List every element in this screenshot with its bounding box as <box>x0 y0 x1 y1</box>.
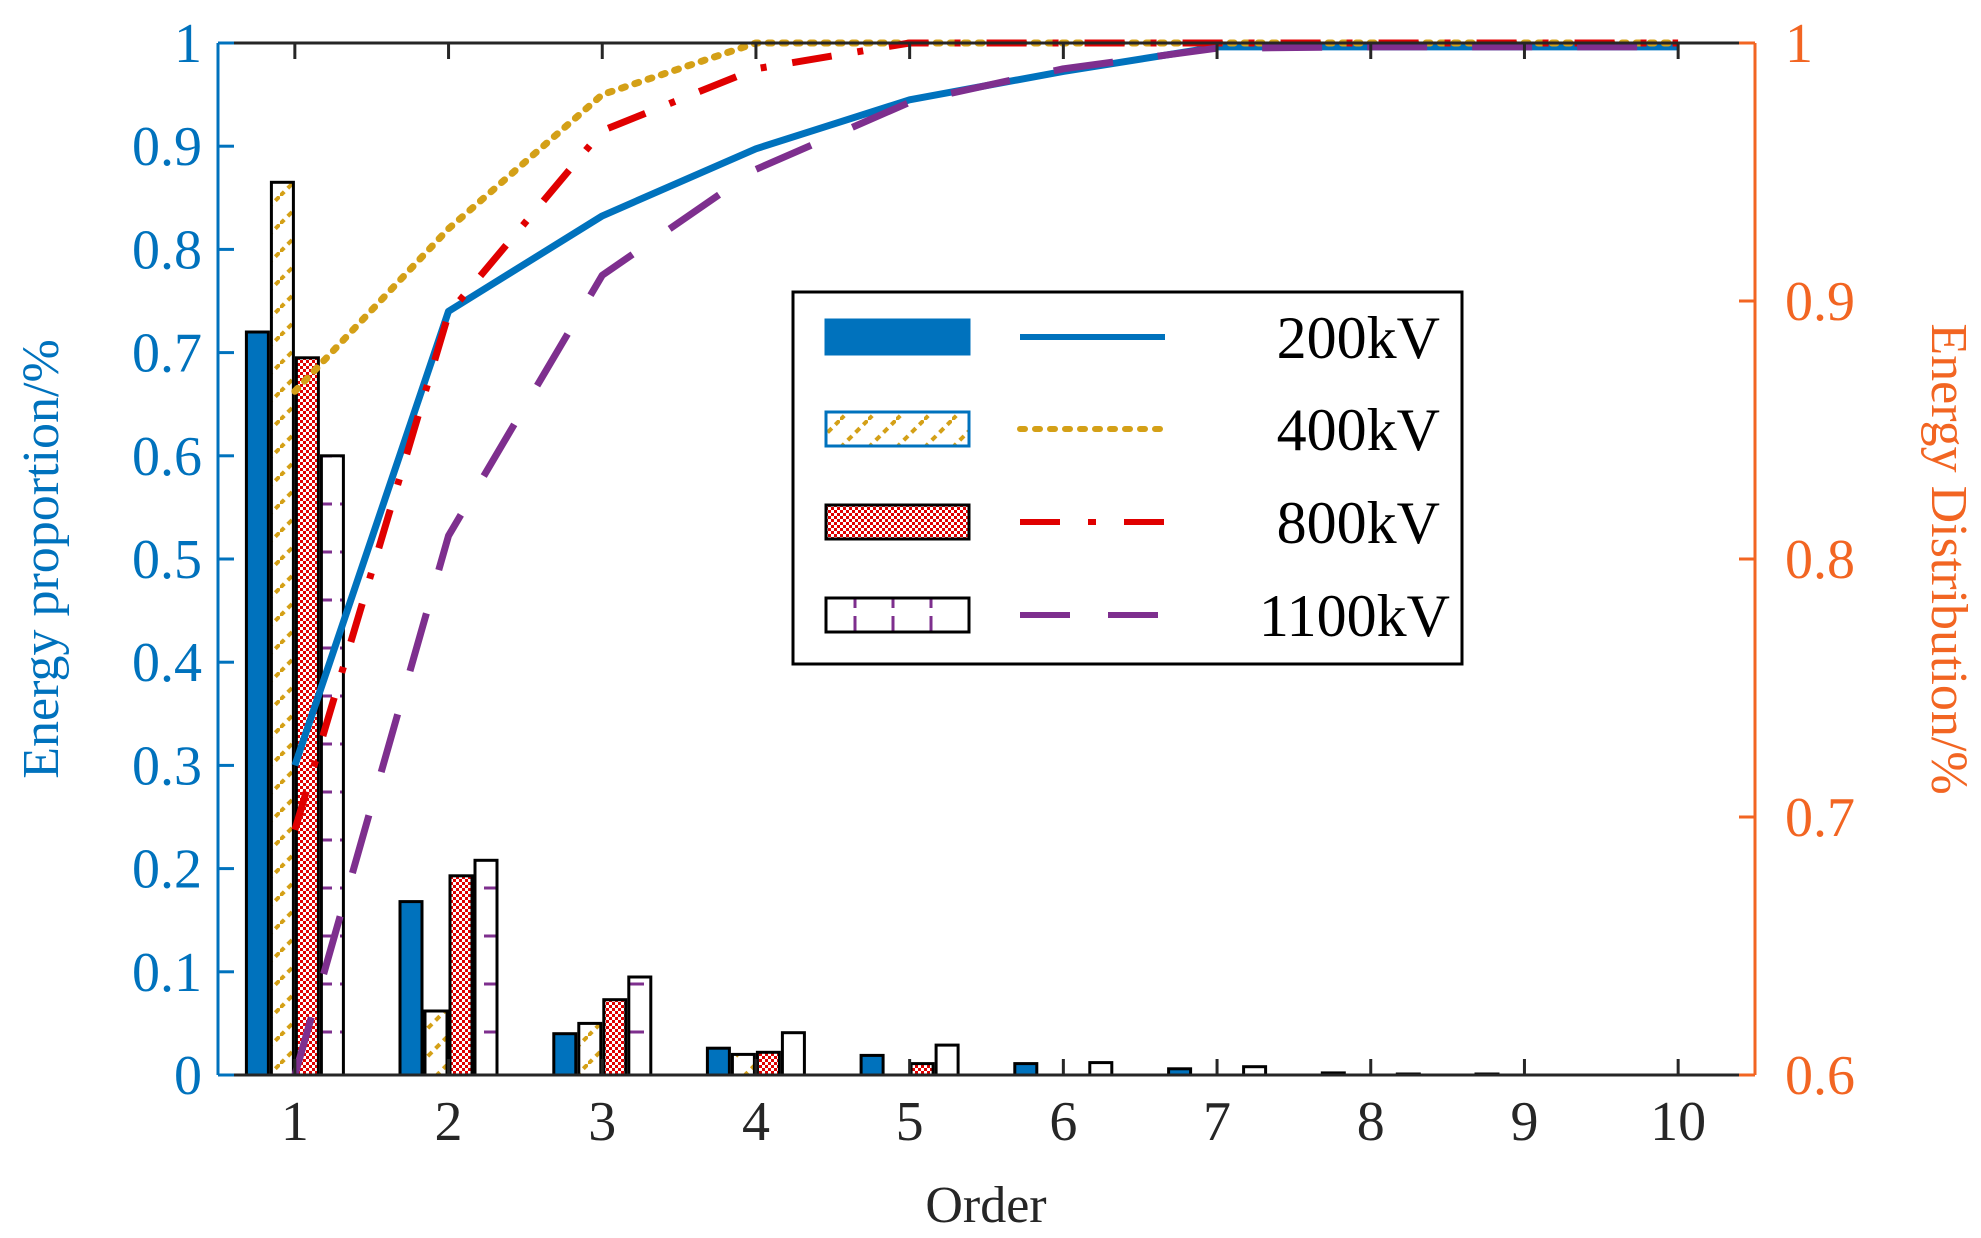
legend-label-800kv: 800kV <box>1277 490 1440 556</box>
bar-800kv-order-5 <box>909 1062 935 1077</box>
line-1100kv <box>291 43 1679 1076</box>
x-tick-label: 10 <box>1650 1091 1706 1153</box>
bar-400kv-order-3 <box>577 1021 603 1077</box>
y-left-tick-label: 0.4 <box>132 632 202 694</box>
x-tick-label: 8 <box>1357 1091 1385 1153</box>
x-tick-label: 9 <box>1510 1091 1538 1153</box>
legend-label-1100kv: 1100kV <box>1259 583 1450 649</box>
legend-label-400kv: 400kV <box>1277 397 1440 463</box>
y-left-tick-label: 0.6 <box>132 426 202 488</box>
bar-layer <box>244 180 1500 1077</box>
legend-label-200kv: 200kV <box>1277 305 1440 371</box>
bar-400kv-order-2 <box>423 1009 449 1077</box>
bar-200kv-order-2 <box>398 900 424 1077</box>
legend-swatch-200kv-bar <box>824 318 971 356</box>
y-right-tick-label: 0.7 <box>1785 787 1855 849</box>
y-left-tick-label: 0.9 <box>132 116 202 178</box>
bar-400kv-order-4 <box>730 1052 756 1077</box>
x-axis-title: Order <box>925 1177 1046 1234</box>
y-right-tick-label: 1 <box>1785 13 1813 75</box>
tick-layer: 0 0.1 0.2 0.3 0.4 0.5 0.6 0.7 0.8 0.9 1 0.6 0.7 0.8 0.… <box>132 13 1855 1153</box>
bar-1100kv-order-5 <box>934 1043 960 1077</box>
x-tick-label: 3 <box>588 1091 616 1153</box>
bar-200kv-order-3 <box>552 1032 578 1077</box>
x-tick-label: 1 <box>281 1091 309 1153</box>
bar-1100kv-order-2 <box>473 858 499 1077</box>
bar-800kv-order-3 <box>602 998 628 1077</box>
y-axis-left-title: Energy proportion/% <box>13 339 70 779</box>
bar-800kv-order-4 <box>755 1050 781 1077</box>
bar-200kv-order-4 <box>705 1046 731 1077</box>
y-right-tick-label: 0.6 <box>1785 1045 1855 1107</box>
y-left-tick-label: 0.7 <box>132 323 202 385</box>
y-left-tick-label: 0.5 <box>132 529 202 591</box>
bar-1100kv-order-3 <box>627 975 653 1077</box>
legend-swatch-400kv-bar <box>824 410 971 448</box>
x-tick-label: 6 <box>1049 1091 1077 1153</box>
x-tick-label: 4 <box>742 1091 770 1153</box>
bar-200kv-order-5 <box>859 1053 885 1077</box>
y-axis-right-title: Energy Distribution/% <box>1920 323 1977 794</box>
y-left-tick-label: 1 <box>174 13 202 75</box>
bar-200kv-order-6 <box>1013 1062 1039 1077</box>
x-tick-label: 7 <box>1203 1091 1231 1153</box>
y-left-tick-label: 0.8 <box>132 219 202 281</box>
bar-400kv-order-1 <box>269 180 295 1077</box>
y-left-tick-label: 0.2 <box>132 839 202 901</box>
bar-1100kv-order-6 <box>1088 1061 1114 1077</box>
y-right-tick-label: 0.8 <box>1785 529 1855 591</box>
legend-swatch-1100kv-bar <box>824 596 971 634</box>
x-tick-label: 2 <box>435 1091 463 1153</box>
y-left-tick-label: 0 <box>174 1045 202 1107</box>
y-left-tick-label: 0.3 <box>132 735 202 797</box>
x-tick-label: 5 <box>896 1091 924 1153</box>
legend-swatch-800kv-bar <box>824 503 971 541</box>
line-400kv <box>291 39 1682 395</box>
y-left-tick-label: 0.1 <box>132 942 202 1004</box>
bar-800kv-order-2 <box>448 874 474 1077</box>
bar-1100kv-order-4 <box>780 1031 806 1077</box>
bar-1100kv-order-1 <box>319 454 345 1077</box>
bar-200kv-order-1 <box>244 330 270 1077</box>
legend: 200kV 400kV 800kV 1100kV <box>791 290 1464 666</box>
y-right-tick-label: 0.9 <box>1785 271 1855 333</box>
